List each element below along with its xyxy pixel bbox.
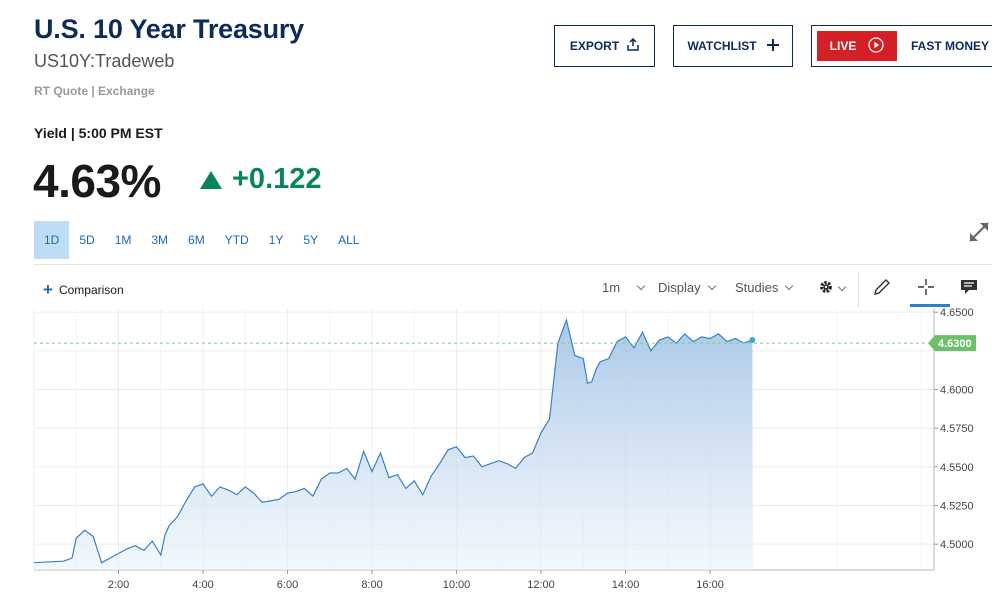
- studies-label: Studies: [735, 280, 779, 295]
- page-title: U.S. 10 Year Treasury: [34, 14, 304, 44]
- x-tick-label: 4:00: [192, 579, 213, 591]
- chevron-down-icon: [636, 281, 646, 290]
- x-tick-label: 6:00: [277, 579, 298, 591]
- display-label: Display: [658, 280, 701, 295]
- x-tick-label: 8:00: [361, 579, 382, 591]
- share-icon: [627, 37, 639, 54]
- x-tick-label: 14:00: [612, 579, 640, 591]
- y-tick-label: 4.5250: [940, 501, 974, 513]
- comment-icon[interactable]: [960, 279, 978, 295]
- price-chart[interactable]: 4.6500 4.6000 4.5750 4.5500 4.5250 4.5000 4.63…: [0, 308, 992, 606]
- series-area: [34, 319, 753, 570]
- toolbar-separator: [858, 272, 859, 308]
- header-divider: [34, 264, 992, 265]
- live-badge: LIVE: [817, 31, 897, 61]
- live-tv-button[interactable]: LIVE FAST MONEY: [811, 25, 992, 67]
- x-tick-label: 12:00: [527, 579, 555, 591]
- series-line: [33, 317, 753, 564]
- range-6m[interactable]: 6M: [188, 233, 205, 247]
- gear-icon: [818, 279, 834, 298]
- price-change: +0.122: [200, 163, 322, 196]
- current-value-label: 4.6300: [938, 338, 972, 350]
- quote-source: RT Quote | Exchange: [34, 84, 155, 98]
- studies-dropdown[interactable]: Studies: [735, 280, 794, 295]
- last-price: 4.63%: [33, 155, 161, 207]
- watchlist-label: WATCHLIST: [687, 39, 757, 53]
- interval-dropdown[interactable]: 1m: [602, 280, 646, 295]
- y-tick-label: 4.5750: [940, 423, 974, 435]
- x-tick-label: 10:00: [443, 579, 471, 591]
- yield-timestamp: Yield | 5:00 PM EST: [34, 125, 163, 141]
- comparison-label: Comparison: [58, 283, 124, 297]
- y-tick-label: 4.5500: [940, 462, 974, 474]
- live-show-name: FAST MONEY: [911, 39, 990, 53]
- change-value: +0.122: [232, 163, 322, 195]
- expand-icon[interactable]: [966, 219, 992, 247]
- export-label: EXPORT: [569, 39, 620, 53]
- interval-label: 1m: [602, 280, 621, 295]
- y-tick-label: 4.6500: [940, 308, 974, 319]
- live-label: LIVE: [829, 39, 857, 53]
- current-value-badge: [928, 335, 976, 352]
- y-tick-label: 4.6000: [940, 385, 974, 397]
- crosshair-active-indicator: [910, 304, 950, 307]
- settings-dropdown[interactable]: [818, 279, 847, 298]
- y-tick-label: 4.5000: [940, 539, 974, 551]
- range-1d[interactable]: 1D: [34, 221, 70, 259]
- range-5y[interactable]: 5Y: [303, 233, 319, 247]
- x-tick-label: 2:00: [108, 579, 129, 591]
- symbol-subtitle: US10Y:Tradeweb: [34, 51, 175, 71]
- comparison-button[interactable]: + Comparison: [43, 280, 124, 299]
- range-3m[interactable]: 3M: [151, 233, 169, 247]
- up-arrow-icon: [200, 170, 222, 189]
- plus-icon: +: [43, 280, 53, 299]
- chevron-down-icon: [785, 281, 794, 290]
- plus-icon: [766, 38, 779, 54]
- range-1m[interactable]: 1M: [114, 233, 132, 247]
- range-5d[interactable]: 5D: [79, 233, 95, 247]
- last-point-marker: [749, 337, 756, 344]
- range-1y[interactable]: 1Y: [268, 233, 284, 247]
- crosshair-icon[interactable]: [917, 278, 935, 296]
- time-range-selector: 1D 5D 1M 3M 6M YTD 1Y 5Y ALL: [34, 221, 369, 259]
- chevron-down-icon: [707, 281, 716, 290]
- pencil-icon[interactable]: [873, 278, 891, 296]
- watchlist-button[interactable]: WATCHLIST: [673, 25, 793, 67]
- x-tick-label: 16:00: [696, 579, 724, 591]
- play-icon: [868, 36, 884, 56]
- range-all[interactable]: ALL: [338, 233, 360, 247]
- chevron-down-icon: [837, 282, 847, 291]
- display-dropdown[interactable]: Display: [658, 280, 716, 295]
- export-button[interactable]: EXPORT: [554, 25, 655, 67]
- range-ytd[interactable]: YTD: [224, 233, 249, 247]
